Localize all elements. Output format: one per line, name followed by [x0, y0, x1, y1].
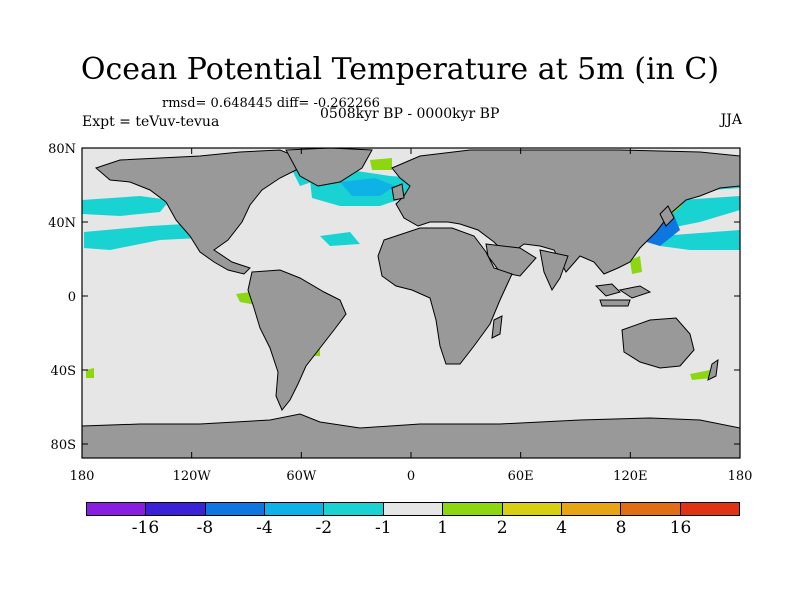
colorbar-label: 1 [437, 518, 449, 538]
x-tick-label: 120E [613, 469, 647, 484]
colorbar-swatch [324, 503, 384, 515]
x-tick-label: 0 [407, 469, 415, 484]
colorbar-swatch [443, 503, 503, 515]
colorbar-label: -4 [256, 518, 273, 538]
y-tick-label: 80S [51, 438, 76, 453]
land-masses [82, 148, 740, 458]
x-tick-label: 180 [70, 469, 95, 484]
colorbar-swatch [621, 503, 681, 515]
x-tick-label: 180 [728, 469, 753, 484]
map-title: Ocean Potential Temperature at 5m (in C) [80, 52, 720, 87]
axis-tick-labels: 180 120W 60W 0 60E 120E 180 80N 40N 0 40S 80S [48, 142, 752, 484]
colorbar-swatch [265, 503, 325, 515]
colorbar-label: 4 [556, 518, 568, 538]
axis-ticks [81, 147, 741, 458]
colorbar-label: 8 [615, 518, 627, 538]
y-tick-label: 40N [48, 216, 76, 231]
colorbar-swatch [680, 503, 739, 515]
colorbar [86, 502, 740, 516]
colorbar-label: -2 [315, 518, 333, 538]
colorbar-label: -16 [131, 518, 160, 538]
y-tick-label: 0 [68, 290, 76, 305]
colorbar-label: 2 [496, 518, 508, 538]
colorbar-swatch [205, 503, 266, 515]
x-tick-label: 60W [286, 469, 317, 484]
colorbar-label: 16 [669, 518, 692, 538]
colorbar-swatch [87, 503, 147, 515]
y-tick-label: 40S [51, 364, 76, 379]
colorbar-label: -1 [374, 518, 392, 538]
colorbar-swatch [502, 503, 562, 515]
experiment-label: Expt = teVuv-tevua [82, 114, 220, 130]
period-label: 0508kyr BP - 0000kyr BP [320, 106, 500, 122]
colorbar-swatch [146, 503, 206, 515]
colorbar-swatch [561, 503, 622, 515]
stats-line: rmsd= 0.648445 diff= -0.262266 [162, 96, 380, 111]
colorbar-label: -8 [196, 518, 214, 538]
colorbar-swatch [383, 503, 444, 515]
season-label: JJA [720, 112, 742, 128]
colorbar-labels: -16 -8 -4 -2 -1 1 2 4 8 16 [86, 518, 740, 542]
y-tick-label: 80N [48, 142, 76, 157]
x-tick-label: 120W [173, 469, 212, 484]
x-tick-label: 60E [508, 469, 534, 484]
